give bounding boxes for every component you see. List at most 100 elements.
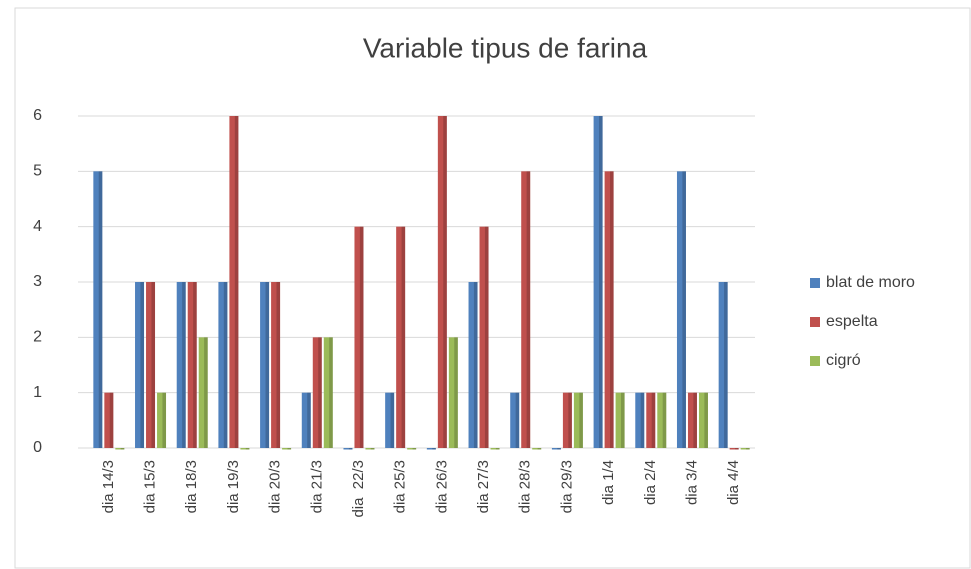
bar-shade bbox=[151, 282, 156, 448]
bar bbox=[187, 282, 197, 448]
bar-shade bbox=[412, 448, 417, 450]
bar bbox=[593, 116, 603, 448]
bar bbox=[104, 392, 114, 448]
bar bbox=[365, 448, 375, 450]
bar-shade bbox=[359, 226, 364, 448]
bar bbox=[229, 116, 239, 448]
bar bbox=[323, 337, 333, 448]
bar bbox=[343, 448, 353, 450]
bar-shade bbox=[432, 448, 436, 450]
legend-label: espelta bbox=[826, 313, 878, 330]
bar-shade bbox=[245, 448, 250, 450]
bar bbox=[93, 171, 103, 449]
bar-shade bbox=[307, 392, 311, 448]
bar-shade bbox=[620, 392, 625, 448]
bar bbox=[407, 448, 417, 450]
bar bbox=[657, 392, 667, 448]
bar-shade bbox=[390, 392, 395, 448]
bar bbox=[479, 226, 489, 448]
bar-shade bbox=[401, 226, 406, 448]
bar-shade bbox=[276, 282, 281, 448]
bar-shade bbox=[234, 116, 239, 448]
bar bbox=[176, 282, 186, 448]
x-tick-label: dia 19/3 bbox=[225, 460, 242, 513]
y-tick-label: 6 bbox=[33, 107, 42, 124]
chart-title: Variable tipus de farina bbox=[363, 32, 648, 63]
bar-shade bbox=[140, 282, 145, 448]
bar-shade bbox=[704, 392, 708, 448]
bar bbox=[198, 337, 208, 448]
x-tick-label: dia 25/3 bbox=[392, 460, 409, 513]
bar-shade bbox=[537, 448, 542, 450]
bar bbox=[604, 171, 614, 449]
x-tick-label: dia 20/3 bbox=[267, 460, 284, 513]
bar bbox=[521, 171, 531, 449]
bar bbox=[490, 448, 500, 450]
legend-swatch bbox=[810, 317, 820, 327]
bar bbox=[687, 392, 697, 448]
bar-shade bbox=[515, 392, 520, 448]
bar-shade bbox=[693, 392, 697, 448]
bar bbox=[646, 392, 656, 448]
bar-shade bbox=[526, 171, 531, 449]
bar bbox=[698, 392, 708, 448]
x-tick-label: dia 26/3 bbox=[433, 460, 450, 513]
bar-shade bbox=[724, 282, 728, 448]
bar bbox=[260, 282, 270, 448]
y-tick-label: 3 bbox=[33, 273, 42, 290]
bar-shade bbox=[454, 337, 458, 448]
x-tick-label: dia 18/3 bbox=[183, 460, 200, 513]
x-tick-label: dia 2/4 bbox=[642, 460, 659, 505]
x-tick-label: dia 15/3 bbox=[142, 460, 159, 513]
bar-shade bbox=[370, 448, 375, 450]
bar-shade bbox=[193, 282, 197, 448]
bar-shade bbox=[223, 282, 228, 448]
bar bbox=[532, 448, 542, 450]
bar bbox=[312, 337, 322, 448]
x-tick-label: dia 3/4 bbox=[683, 460, 700, 505]
x-tick-label: dia 4/4 bbox=[725, 460, 742, 505]
x-tick-label: dia 1/4 bbox=[600, 460, 617, 505]
y-tick-label: 0 bbox=[33, 439, 42, 456]
bar-shade bbox=[579, 392, 583, 448]
bar-shade bbox=[557, 448, 561, 450]
bar-shade bbox=[746, 448, 750, 450]
x-tick-label: dia 28/3 bbox=[517, 460, 534, 513]
bar-shade bbox=[682, 171, 686, 449]
bar bbox=[562, 392, 572, 448]
bar bbox=[282, 448, 292, 450]
bar-shade bbox=[735, 448, 739, 450]
legend-swatch bbox=[810, 356, 820, 366]
bar bbox=[729, 448, 739, 450]
bar bbox=[240, 448, 250, 450]
x-tick-label: dia 22/3 bbox=[350, 460, 367, 518]
bar-shade bbox=[348, 448, 353, 450]
bar-shade bbox=[204, 337, 208, 448]
legend-label: cigró bbox=[826, 352, 861, 369]
bar bbox=[426, 448, 436, 450]
bar bbox=[157, 392, 167, 448]
bar-shade bbox=[265, 282, 270, 448]
bar-shade bbox=[473, 282, 478, 448]
bar bbox=[146, 282, 156, 448]
bar bbox=[437, 116, 447, 448]
bar-shade bbox=[598, 116, 603, 448]
bar bbox=[271, 282, 281, 448]
bar-shade bbox=[640, 392, 645, 448]
bar bbox=[135, 282, 145, 448]
bar bbox=[396, 226, 406, 448]
bar bbox=[676, 171, 686, 449]
legend-swatch bbox=[810, 278, 820, 288]
bar-shade bbox=[484, 226, 489, 448]
bar bbox=[740, 448, 750, 450]
bar bbox=[551, 448, 561, 450]
bar-shade bbox=[651, 392, 656, 448]
bar bbox=[218, 282, 228, 448]
bar-shade bbox=[609, 171, 614, 449]
y-tick-label: 4 bbox=[33, 218, 42, 235]
bar bbox=[718, 282, 728, 448]
bar-shade bbox=[495, 448, 500, 450]
bar-shade bbox=[568, 392, 572, 448]
y-tick-label: 1 bbox=[33, 384, 42, 401]
